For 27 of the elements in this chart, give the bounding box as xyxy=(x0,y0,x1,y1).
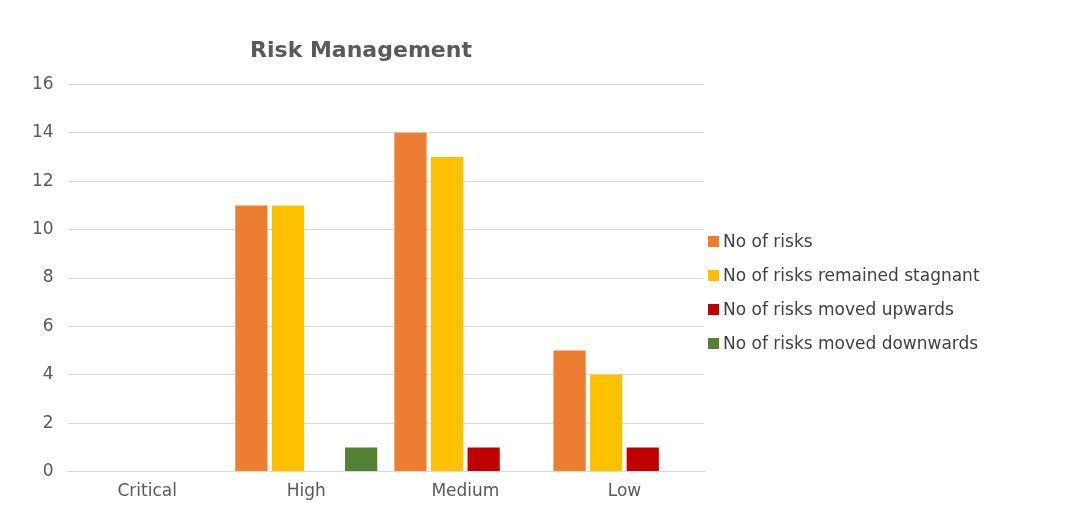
legend-label: No of risks moved upwards xyxy=(723,299,954,319)
bar xyxy=(235,205,268,472)
bar xyxy=(345,447,378,472)
y-tick-label: 8 xyxy=(42,266,54,287)
y-tick-label: 16 xyxy=(31,72,54,93)
x-tick-label: Critical xyxy=(117,480,177,501)
y-tick-label: 14 xyxy=(31,121,54,142)
legend-label: No of risks remained stagnant xyxy=(723,265,980,285)
x-tick-label: Medium xyxy=(431,480,500,501)
bar xyxy=(467,447,500,472)
y-tick-label: 6 xyxy=(42,314,54,335)
x-tick-label: High xyxy=(286,480,326,501)
y-tick-label: 4 xyxy=(42,363,54,384)
chart-title: Risk Management xyxy=(250,36,473,62)
bar xyxy=(626,447,659,472)
bar xyxy=(590,374,623,472)
bar xyxy=(394,132,427,472)
y-tick-label: 0 xyxy=(42,460,54,481)
bar xyxy=(553,350,586,472)
bar xyxy=(271,205,305,472)
bar xyxy=(430,157,464,472)
y-tick-label: 2 xyxy=(42,411,54,432)
legend-label: No of risks moved downwards xyxy=(723,333,979,353)
y-tick-label: 10 xyxy=(31,218,54,239)
legend-label: No of risks xyxy=(723,231,813,251)
y-tick-label: 12 xyxy=(31,169,54,190)
x-tick-label: Low xyxy=(607,480,642,501)
